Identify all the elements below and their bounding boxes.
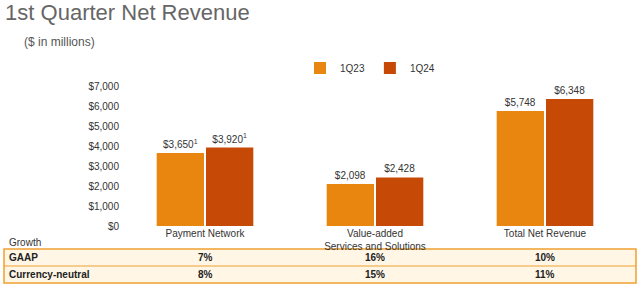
svg-text:8%: 8% [198, 269, 213, 280]
svg-text:$0: $0 [108, 221, 120, 232]
svg-text:Currency-neutral: Currency-neutral [9, 269, 90, 280]
svg-text:$2,098: $2,098 [335, 170, 366, 181]
svg-text:GAAP: GAAP [9, 252, 38, 263]
svg-text:7%: 7% [198, 252, 213, 263]
svg-text:11%: 11% [535, 269, 555, 280]
svg-text:$3,920​1​: $3,920​1​ [212, 132, 247, 144]
svg-text:$2,000: $2,000 [88, 181, 119, 192]
svg-text:$4,000: $4,000 [88, 141, 119, 152]
svg-text:$7,000: $7,000 [88, 81, 119, 92]
svg-text:1st Quarter Net Revenue: 1st Quarter Net Revenue [5, 0, 250, 25]
svg-text:15%: 15% [365, 269, 385, 280]
svg-text:$3,650​1​: $3,650​1​ [163, 138, 198, 150]
svg-text:1Q23: 1Q23 [340, 63, 365, 74]
svg-text:$3,000: $3,000 [88, 161, 119, 172]
svg-text:Growth: Growth [9, 237, 41, 248]
svg-text:Value-addedServices and Soluti: Value-addedServices and Solutions [324, 228, 426, 252]
svg-text:$2,428: $2,428 [384, 163, 415, 174]
svg-text:$5,748: $5,748 [505, 97, 536, 108]
svg-text:1Q24: 1Q24 [410, 63, 435, 74]
svg-text:16%: 16% [365, 252, 385, 263]
svg-text:$6,348: $6,348 [554, 85, 585, 96]
svg-text:10%: 10% [535, 252, 555, 263]
svg-text:$6,000: $6,000 [88, 101, 119, 112]
svg-text:$1,000: $1,000 [88, 201, 119, 212]
svg-text:($ in millions): ($ in millions) [24, 35, 95, 49]
svg-text:$5,000: $5,000 [88, 121, 119, 132]
svg-text:Payment Network: Payment Network [166, 228, 246, 239]
svg-text:Total Net Revenue: Total Net Revenue [504, 228, 587, 239]
